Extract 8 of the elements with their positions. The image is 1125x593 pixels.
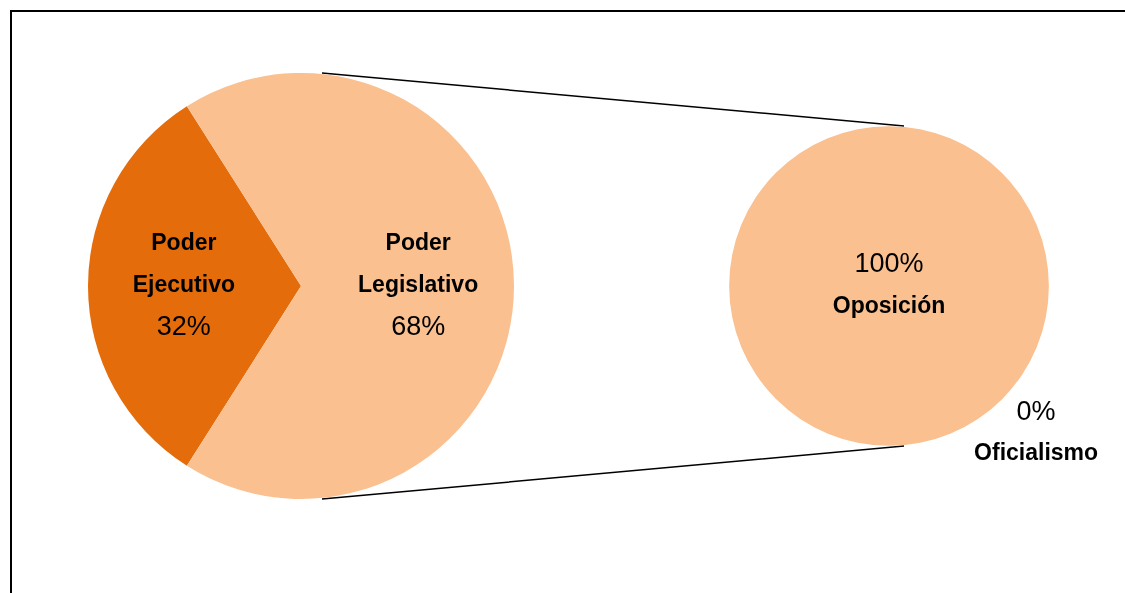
slice-label: Oposición bbox=[832, 292, 946, 319]
slice-label: Poder Ejecutivo bbox=[132, 229, 235, 298]
data-label: 32% bbox=[156, 311, 211, 342]
data-label: 100% bbox=[854, 248, 924, 279]
data-label: 68% bbox=[391, 311, 446, 342]
category-label: Oficialismo bbox=[974, 439, 1099, 466]
text: 0% bbox=[1016, 395, 1056, 426]
slice-label: Poder Legislativo bbox=[358, 229, 479, 298]
